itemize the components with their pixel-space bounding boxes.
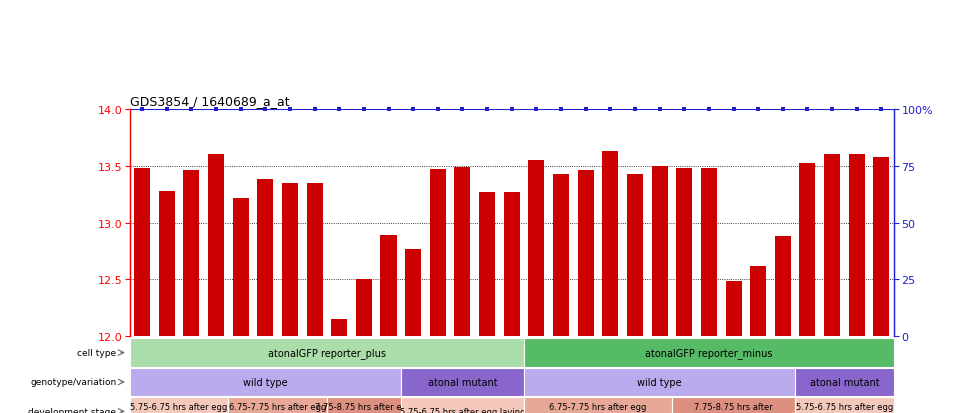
Bar — [874, 157, 890, 337]
Bar — [504, 192, 520, 337]
Bar — [455, 167, 471, 337]
Text: atonal mutant: atonal mutant — [809, 377, 879, 387]
Text: 7.75-8.75 hrs after egg
laying: 7.75-8.75 hrs after egg laying — [315, 402, 412, 413]
Text: 6.75-7.75 hrs after egg
laying: 6.75-7.75 hrs after egg laying — [550, 402, 647, 413]
Bar — [701, 169, 717, 337]
Text: atonalGFP reporter_minus: atonalGFP reporter_minus — [645, 347, 773, 358]
Bar — [775, 237, 791, 337]
Text: 7.75-8.75 hrs after
egg laying: 7.75-8.75 hrs after egg laying — [694, 402, 773, 413]
Bar — [677, 169, 692, 337]
Text: GDS3854 / 1640689_a_at: GDS3854 / 1640689_a_at — [130, 95, 289, 107]
Text: wild type: wild type — [243, 377, 287, 387]
Bar — [849, 155, 865, 337]
Text: 5.75-6.75 hrs after egg
laying: 5.75-6.75 hrs after egg laying — [796, 402, 893, 413]
Text: 5.75-6.75 hrs after egg
laying: 5.75-6.75 hrs after egg laying — [131, 402, 228, 413]
Bar — [356, 280, 372, 337]
Text: atonalGFP reporter_plus: atonalGFP reporter_plus — [268, 347, 386, 358]
Text: development stage: development stage — [28, 407, 116, 413]
Bar — [751, 266, 766, 337]
Bar — [578, 171, 594, 337]
Text: genotype/variation: genotype/variation — [30, 377, 116, 387]
Bar — [208, 155, 224, 337]
Text: 6.75-7.75 hrs after egg
laying: 6.75-7.75 hrs after egg laying — [229, 402, 327, 413]
Bar — [159, 191, 175, 337]
Bar — [430, 170, 446, 337]
Bar — [603, 152, 618, 337]
Text: 5.75-6.75 hrs after egg laying: 5.75-6.75 hrs after egg laying — [400, 407, 526, 413]
Bar — [233, 198, 249, 337]
Bar — [553, 174, 569, 337]
Bar — [529, 161, 544, 337]
Bar — [726, 281, 742, 337]
Bar — [307, 183, 323, 337]
Bar — [652, 166, 668, 337]
Bar — [184, 171, 199, 337]
Bar — [480, 192, 495, 337]
Bar — [282, 183, 298, 337]
Bar — [134, 169, 150, 337]
Bar — [825, 155, 840, 337]
Text: atonal mutant: atonal mutant — [428, 377, 497, 387]
Text: cell type: cell type — [77, 348, 116, 357]
Bar — [627, 174, 643, 337]
Bar — [381, 235, 397, 337]
Bar — [800, 164, 816, 337]
Bar — [258, 180, 273, 337]
Text: wild type: wild type — [637, 377, 682, 387]
Bar — [406, 249, 421, 337]
Bar — [332, 320, 347, 337]
